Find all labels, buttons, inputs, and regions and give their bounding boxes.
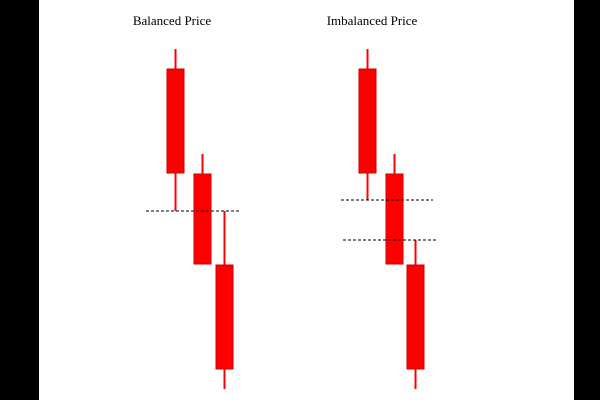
candle-body <box>358 68 377 174</box>
diagram-panel <box>39 0 574 400</box>
candle-body <box>385 173 404 265</box>
candle-body <box>193 173 212 265</box>
candle-body <box>406 264 425 370</box>
candle-body <box>166 68 185 174</box>
candle-marks <box>146 49 437 389</box>
imbalanced-price-title: Imbalanced Price <box>327 13 418 28</box>
candle-body <box>215 264 234 370</box>
balanced-price-title: Balanced Price <box>133 13 212 28</box>
